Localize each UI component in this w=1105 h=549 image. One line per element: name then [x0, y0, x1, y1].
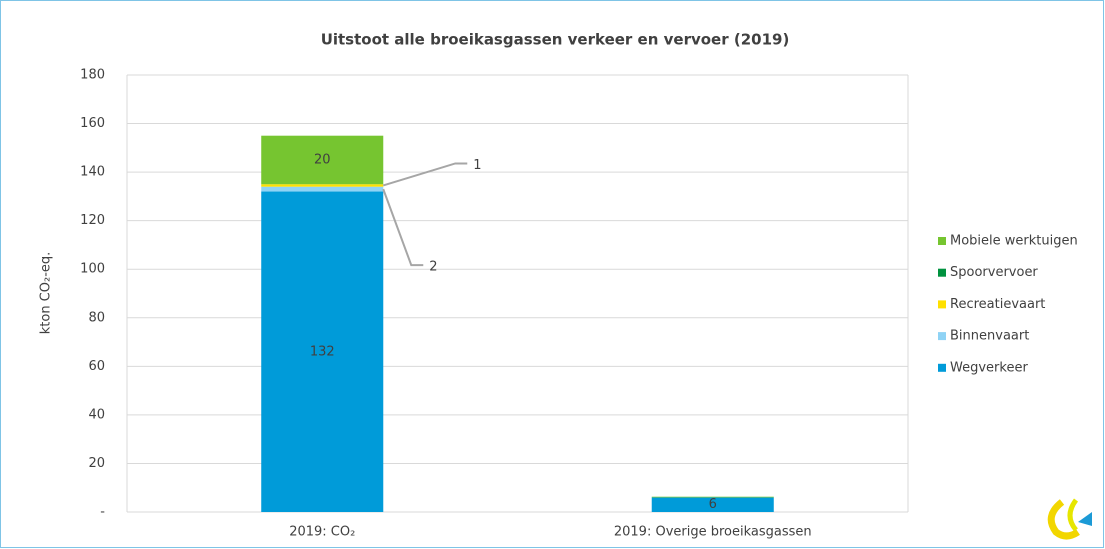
y-axis-label: kton CO₂-eq. [39, 252, 54, 335]
legend-swatch [938, 268, 946, 277]
data-label: 6 [709, 497, 717, 512]
callout-line [382, 162, 468, 187]
legend-swatch [938, 237, 946, 245]
bar-segment [261, 135, 384, 185]
data-label: 2 [429, 260, 437, 275]
logo [1047, 498, 1092, 540]
bar-segment [651, 496, 774, 498]
x-tick-label: 2019: CO₂ [289, 525, 355, 540]
legend-label: Mobiele werktuigen [950, 234, 1078, 249]
y-tick-label: 20 [88, 456, 105, 471]
y-tick-label: 140 [80, 165, 105, 180]
bar-segment [651, 497, 774, 512]
data-label: 20 [314, 152, 331, 167]
legend-label: Spoorvervoer [950, 265, 1038, 280]
y-tick-label: 120 [80, 213, 105, 228]
legend-label: Wegverkeer [950, 360, 1028, 375]
y-tick-label: 40 [88, 407, 105, 422]
legend-label: Recreatievaart [950, 297, 1045, 312]
legend-swatch [938, 300, 946, 309]
data-label: 132 [310, 344, 335, 359]
bar-segment [261, 186, 384, 192]
y-tick-label: 60 [88, 359, 105, 374]
y-tick-label: 160 [80, 116, 105, 131]
y-tick-label: - [100, 505, 105, 520]
y-tick-label: 100 [80, 262, 105, 277]
data-label: 1 [473, 158, 481, 173]
x-tick-label: 2019: Overige broeikasgassen [614, 525, 812, 540]
bar-segment [261, 191, 384, 513]
legend-label: Binnenvaart [950, 329, 1029, 344]
y-tick-label: 80 [88, 310, 105, 325]
chart-title: Uitstoot alle broeikasgassen verkeer en … [321, 31, 790, 49]
legend-swatch [938, 332, 946, 341]
callout-line [382, 188, 424, 267]
bar-segment [261, 184, 384, 187]
y-tick-label: 180 [80, 68, 105, 83]
legend-swatch [938, 363, 946, 372]
